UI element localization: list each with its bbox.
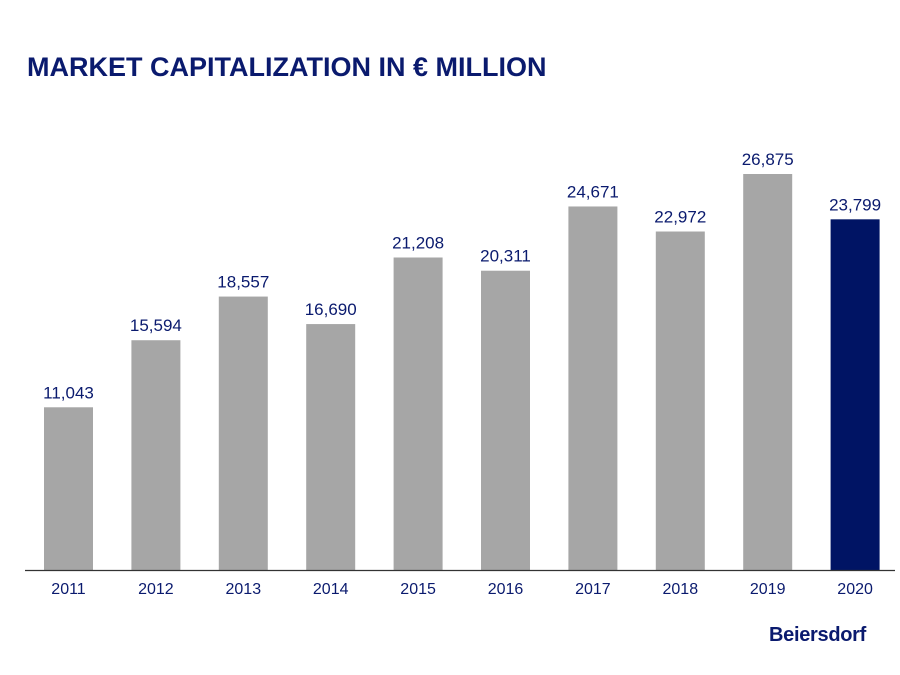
bar-2018 — [655, 231, 705, 570]
data-label-2015: 21,208 — [392, 234, 444, 253]
bar-2019 — [743, 174, 793, 570]
data-label-2016: 20,311 — [480, 247, 531, 266]
data-label-2017: 24,671 — [567, 182, 619, 201]
x-tick-label-2016: 2016 — [488, 581, 524, 598]
data-label-2013: 18,557 — [217, 273, 269, 292]
data-label-2018: 22,972 — [654, 208, 706, 227]
x-tick-label-2014: 2014 — [313, 581, 349, 598]
beiersdorf-logo: Beiersdorf — [769, 624, 867, 646]
data-label-2020: 23,799 — [829, 195, 881, 214]
data-label-2019: 26,875 — [742, 150, 794, 169]
x-tick-label-2017: 2017 — [575, 581, 611, 598]
x-tick-label-2015: 2015 — [400, 581, 436, 598]
bar-2011 — [44, 407, 93, 570]
data-label-2014: 16,690 — [305, 300, 357, 319]
x-tick-label-2011: 2011 — [51, 581, 86, 598]
bar-2017 — [568, 206, 618, 570]
bar-2016 — [481, 270, 530, 570]
bar-2015 — [393, 257, 443, 570]
bar-2020 — [830, 219, 880, 570]
x-tick-label-2012: 2012 — [138, 581, 174, 598]
data-label-2011: 11,043 — [43, 383, 94, 402]
x-tick-label-2020: 2020 — [837, 581, 873, 598]
x-tick-label-2019: 2019 — [750, 581, 786, 598]
x-tick-label-2013: 2013 — [226, 581, 262, 598]
bar-2014 — [306, 324, 356, 570]
x-tick-label-2018: 2018 — [663, 581, 699, 598]
data-label-2012: 15,594 — [130, 316, 182, 335]
bar-2012 — [131, 340, 181, 570]
chart-title: MARKET CAPITALIZATION IN € MILLION — [27, 52, 547, 82]
bar-2013 — [218, 296, 268, 570]
